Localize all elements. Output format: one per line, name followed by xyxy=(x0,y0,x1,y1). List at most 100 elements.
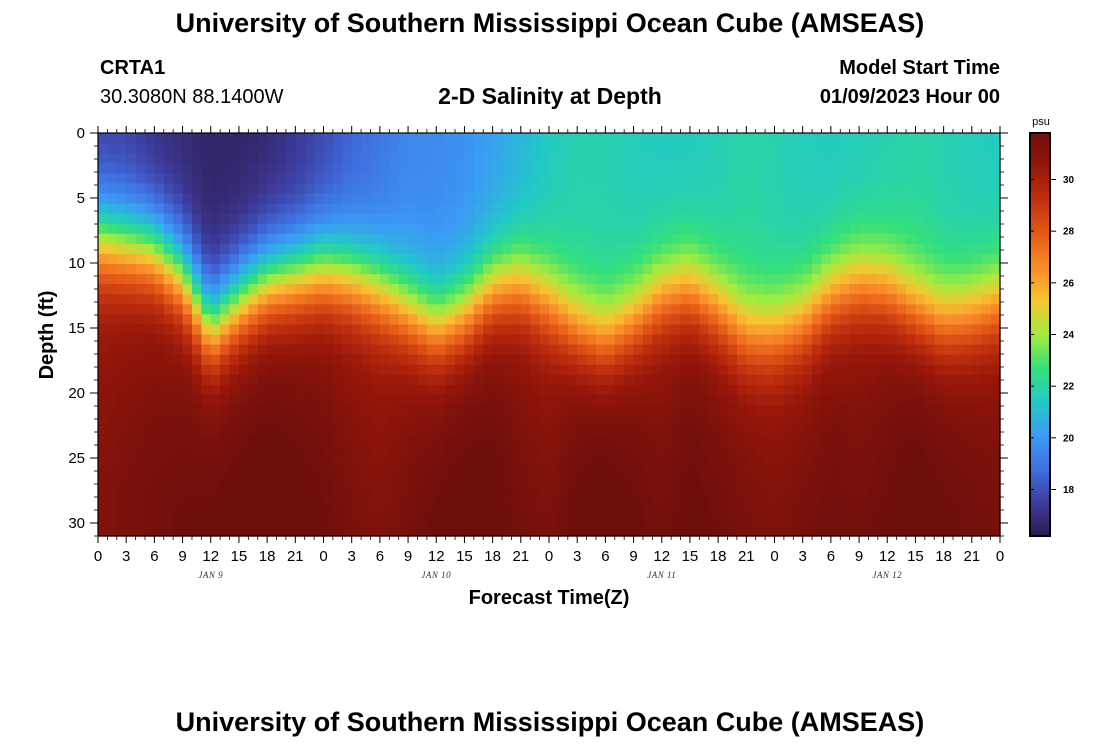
heatmap-cell xyxy=(445,425,456,436)
heatmap-cell xyxy=(549,163,559,174)
heatmap-cell xyxy=(201,314,212,326)
heatmap-cell xyxy=(511,153,522,164)
heatmap-cell xyxy=(361,344,372,356)
heatmap-cell xyxy=(840,364,851,376)
heatmap-cell xyxy=(605,344,616,356)
heatmap-cell xyxy=(398,274,409,285)
heatmap-cell xyxy=(849,374,860,386)
heatmap-cell xyxy=(765,223,776,235)
heatmap-cell xyxy=(755,223,766,235)
heatmap-cell xyxy=(154,505,165,517)
heatmap-cell xyxy=(755,304,766,315)
heatmap-cell xyxy=(332,384,343,396)
heatmap-cell xyxy=(126,183,137,195)
heatmap-cell xyxy=(736,384,747,396)
heatmap-cell xyxy=(426,364,437,376)
heatmap-cell xyxy=(896,294,907,305)
heatmap-cell xyxy=(586,173,597,184)
heatmap-cell xyxy=(520,233,531,245)
heatmap-cell xyxy=(943,163,954,174)
heatmap-cell xyxy=(943,213,954,225)
heatmap-cell xyxy=(633,274,644,285)
heatmap-cell xyxy=(746,243,757,255)
heatmap-cell xyxy=(314,133,325,144)
heatmap-cell xyxy=(924,183,935,195)
heatmap-cell xyxy=(962,394,973,406)
heatmap-cell xyxy=(455,354,466,366)
heatmap-cell xyxy=(793,354,804,366)
heatmap-cell xyxy=(144,233,155,245)
heatmap-cell xyxy=(323,405,334,416)
heatmap-cell xyxy=(436,425,447,436)
heatmap-cell xyxy=(426,153,437,164)
heatmap-cell xyxy=(633,163,644,174)
heatmap-cell xyxy=(549,485,559,497)
heatmap-cell xyxy=(182,455,193,467)
heatmap-cell xyxy=(304,173,315,184)
heatmap-cell xyxy=(671,425,682,436)
heatmap-cell xyxy=(962,133,973,144)
heatmap-cell xyxy=(671,364,682,376)
heatmap-cell xyxy=(680,304,691,315)
heatmap-cell xyxy=(924,394,935,406)
heatmap-cell xyxy=(934,284,945,295)
heatmap-cell xyxy=(859,203,870,215)
heatmap-cell xyxy=(906,505,917,517)
heatmap-cell xyxy=(953,314,964,326)
heatmap-cell xyxy=(389,364,400,376)
heatmap-cell xyxy=(182,415,193,426)
heatmap-cell xyxy=(558,243,569,255)
heatmap-cell xyxy=(267,223,278,235)
heatmap-cell xyxy=(887,314,898,326)
heatmap-cell xyxy=(361,394,372,406)
heatmap-cell xyxy=(201,415,212,426)
heatmap-cell xyxy=(473,274,484,285)
heatmap-cell xyxy=(483,394,494,406)
heatmap-cell xyxy=(887,465,898,477)
heatmap-cell xyxy=(877,485,888,497)
heatmap-cell xyxy=(502,455,513,467)
heatmap-cell xyxy=(642,233,653,245)
heatmap-cell xyxy=(408,183,419,195)
heatmap-cell xyxy=(191,324,202,336)
heatmap-cell xyxy=(689,193,700,205)
heatmap-cell xyxy=(642,354,653,366)
heatmap-cell xyxy=(351,445,362,456)
heatmap-cell xyxy=(370,354,381,366)
heatmap-cell xyxy=(774,284,785,295)
heatmap-cell xyxy=(746,374,757,386)
heatmap-cell xyxy=(408,455,419,467)
heatmap-cell xyxy=(774,364,785,376)
heatmap-cell xyxy=(971,445,982,456)
heatmap-cell xyxy=(558,374,569,386)
heatmap-cell xyxy=(116,515,127,527)
heatmap-cell xyxy=(793,465,804,477)
heatmap-cell xyxy=(708,213,719,225)
heatmap-cell xyxy=(210,274,221,285)
heatmap-cell xyxy=(812,445,823,456)
heatmap-cell xyxy=(605,334,616,346)
heatmap-cell xyxy=(849,153,860,164)
heatmap-cell xyxy=(549,274,559,285)
heatmap-cell xyxy=(229,274,240,285)
heatmap-cell xyxy=(483,515,494,527)
heatmap-cell xyxy=(802,324,813,336)
heatmap-cell xyxy=(755,485,766,497)
heatmap-cell xyxy=(238,374,249,386)
heatmap-cell xyxy=(577,253,588,265)
heatmap-cell xyxy=(887,405,898,416)
heatmap-cell xyxy=(802,213,813,225)
heatmap-cell xyxy=(220,223,231,235)
heatmap-cell xyxy=(887,223,898,235)
heatmap-cell xyxy=(699,354,710,366)
heatmap-cell xyxy=(220,485,231,497)
heatmap-cell xyxy=(877,294,888,305)
heatmap-cell xyxy=(492,193,503,205)
heatmap-cell xyxy=(116,284,127,295)
heatmap-cell xyxy=(379,153,390,164)
heatmap-cell xyxy=(483,263,494,275)
heatmap-cell xyxy=(201,475,212,487)
heatmap-cell xyxy=(408,203,419,215)
heatmap-cell xyxy=(671,314,682,326)
heatmap-cell xyxy=(182,425,193,436)
